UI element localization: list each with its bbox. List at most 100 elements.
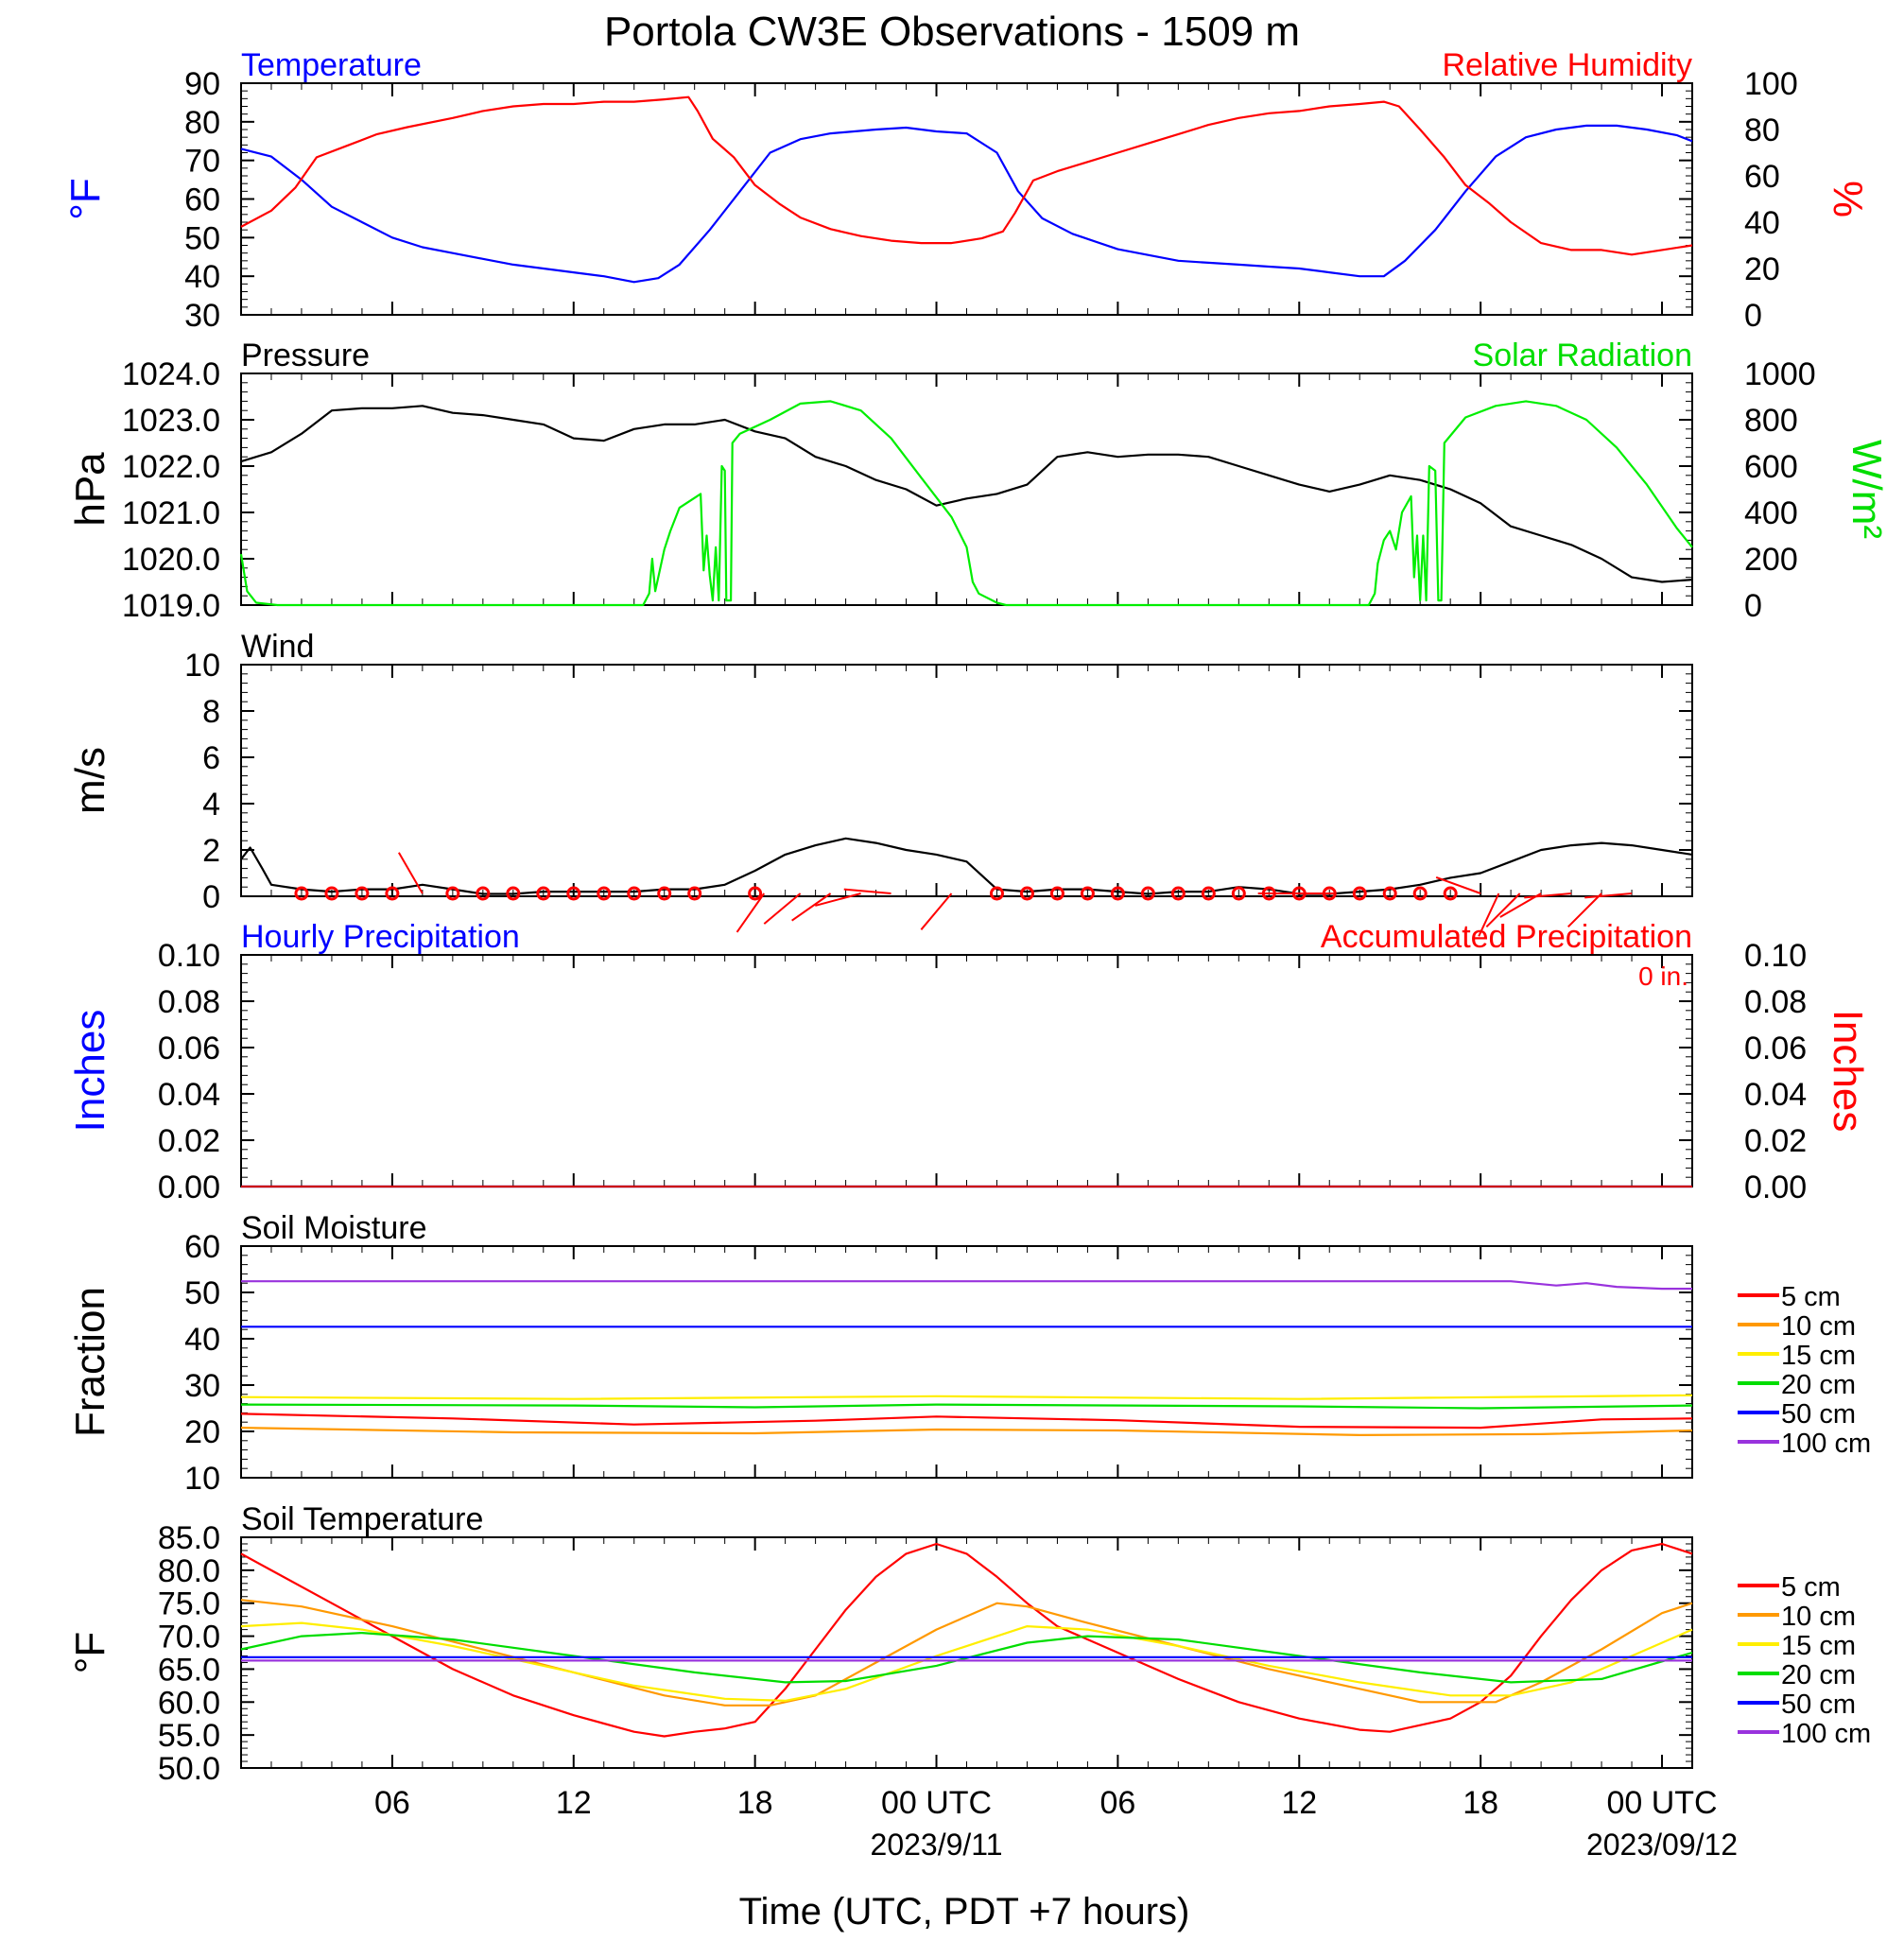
calm-wind-marker [1382, 886, 1397, 901]
y-tick-label: 1024.0 [122, 356, 220, 392]
y-axis-label: Inches [67, 1010, 113, 1133]
legend-label: 100 cm [1781, 1429, 1871, 1459]
y-axis-label: hPa [67, 452, 113, 527]
precip-total-annotation: 0 in. [1638, 962, 1688, 991]
panel-title-left: Pressure [241, 338, 370, 373]
y-tick-label: 8 [202, 694, 220, 730]
calm-wind-marker [748, 886, 763, 901]
panel-title-left: Soil Temperature [241, 1501, 483, 1537]
series-line-100cm [241, 1280, 1692, 1291]
x-tick-label: 18 [737, 1785, 773, 1821]
series-line-0 [240, 124, 1693, 284]
legend-label: 5 cm [1781, 1572, 1841, 1603]
calm-wind-marker [1049, 886, 1065, 901]
y-axis-label: m/s [67, 747, 113, 814]
y2-tick-label: 0.02 [1744, 1123, 1807, 1159]
x-axis-label: Time (UTC, PDT +7 hours) [739, 1891, 1190, 1932]
wind-barb [815, 893, 861, 907]
y2-tick-label: 0 [1744, 588, 1762, 624]
series-line-15cm [240, 1621, 1693, 1702]
legend-label: 15 cm [1781, 1631, 1856, 1661]
y-tick-label: 6 [202, 740, 220, 776]
y-tick-label: 0.10 [158, 938, 220, 974]
y-tick-label: 10 [184, 648, 220, 684]
legend-label: 50 cm [1781, 1690, 1856, 1720]
wind-barb [1524, 893, 1572, 899]
series-line-5cm [240, 1412, 1693, 1430]
y2-axis-label: W/m² [1843, 440, 1890, 539]
y2-tick-label: 100 [1744, 66, 1798, 102]
wind-barb [736, 893, 766, 933]
legend-label: 5 cm [1781, 1282, 1841, 1312]
y2-tick-label: 0.00 [1744, 1170, 1807, 1205]
panel-title-right: Accumulated Precipitation [1321, 919, 1692, 955]
y2-tick-label: 40 [1744, 205, 1780, 241]
calm-wind-marker [355, 886, 370, 901]
wind-barb [1478, 893, 1500, 937]
calm-wind-marker [1201, 886, 1216, 901]
y-tick-label: 90 [184, 66, 220, 102]
y2-tick-label: 80 [1744, 113, 1780, 148]
panel-title-left: Hourly Precipitation [241, 919, 520, 955]
calm-wind-marker [476, 886, 491, 901]
wind-barb [843, 888, 891, 894]
y-tick-label: 60.0 [158, 1685, 220, 1721]
calm-wind-marker [1080, 886, 1095, 901]
panel-soil_temp: 50.055.060.065.070.075.080.085.0 Soil Tem… [67, 1501, 1871, 1787]
y-axis-label: °F [67, 1632, 113, 1673]
panel-title-right: Solar Radiation [1473, 338, 1692, 373]
plot-frame [240, 373, 1693, 606]
calm-wind-marker [989, 886, 1004, 901]
calm-wind-marker [1443, 886, 1458, 901]
y-tick-label: 30 [184, 298, 220, 334]
series-line-0 [240, 405, 1693, 583]
y2-tick-label: 0.08 [1744, 984, 1807, 1020]
wind-barb [920, 893, 953, 930]
y-tick-label: 85.0 [158, 1520, 220, 1556]
wind-barb [791, 893, 832, 922]
y2-tick-label: 0.10 [1744, 938, 1807, 974]
y2-tick-label: 60 [1744, 159, 1780, 195]
y2-tick-label: 200 [1744, 542, 1798, 578]
panel-title-left: Temperature [241, 47, 422, 83]
panel-title-left: Soil Moisture [241, 1210, 427, 1246]
y-tick-label: 1019.0 [122, 588, 220, 624]
calm-wind-marker [597, 886, 612, 901]
calm-wind-marker [1412, 886, 1428, 901]
legend-label: 10 cm [1781, 1602, 1856, 1632]
chart-title: Portola CW3E Observations - 1509 m [604, 9, 1300, 55]
calm-wind-marker [506, 886, 521, 901]
wind-barb [1435, 875, 1481, 894]
legend-label: 100 cm [1781, 1719, 1871, 1749]
calm-wind-marker [1110, 886, 1125, 901]
x-tick-label: 18 [1463, 1785, 1498, 1821]
y2-tick-label: 1000 [1744, 356, 1816, 392]
y-tick-label: 55.0 [158, 1718, 220, 1754]
y2-axis-label: % [1825, 181, 1871, 217]
y-tick-label: 1020.0 [122, 542, 220, 578]
y2-axis-label: Inches [1825, 1010, 1871, 1133]
legend-label: 50 cm [1781, 1399, 1856, 1430]
plot-frame [240, 82, 1693, 316]
y-tick-label: 4 [202, 787, 220, 823]
calm-wind-marker [1019, 886, 1034, 901]
y-tick-label: 0.06 [158, 1031, 220, 1066]
calm-wind-marker [1231, 886, 1246, 901]
y2-tick-label: 600 [1744, 449, 1798, 485]
series-line-5cm [240, 1542, 1693, 1738]
series-line-0 [240, 837, 1693, 895]
series-line-1 [239, 400, 1693, 607]
y-tick-label: 1021.0 [122, 495, 220, 531]
x-tick-label: 12 [556, 1785, 592, 1821]
panel-title-left: Wind [241, 629, 314, 665]
calm-wind-marker [1170, 886, 1186, 901]
y-tick-label: 2 [202, 833, 220, 869]
y-tick-label: 0.00 [158, 1170, 220, 1205]
wind-barb [1584, 893, 1633, 899]
y-tick-label: 40 [184, 1322, 220, 1358]
y-tick-label: 30 [184, 1368, 220, 1404]
y-tick-label: 50.0 [158, 1751, 220, 1787]
series-line-20cm [240, 1403, 1693, 1410]
